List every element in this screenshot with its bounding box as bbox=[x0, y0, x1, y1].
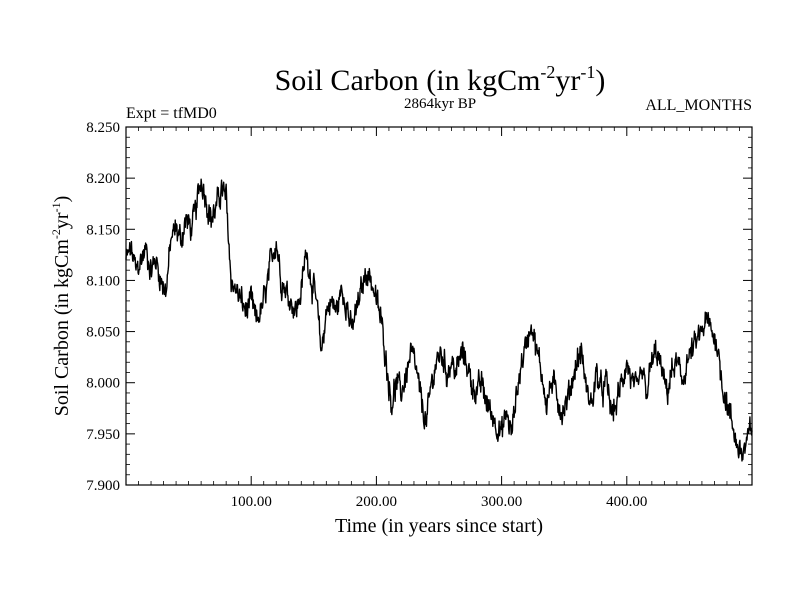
y-tick-label: 7.950 bbox=[86, 427, 120, 443]
y-tick-label: 8.250 bbox=[86, 120, 120, 136]
x-axis: 100.00 200.00 300.00 400.00 bbox=[138, 127, 740, 510]
chart-subtitle: 2864kyr BP bbox=[404, 96, 476, 112]
y-tick-label: 8.050 bbox=[86, 325, 120, 341]
chart-title: Soil Carbon (in kgCm-2yr-1) bbox=[275, 62, 606, 97]
months-label: ALL_MONTHS bbox=[645, 97, 752, 114]
plot-frame bbox=[125, 126, 753, 486]
y-tick-label: 8.000 bbox=[86, 376, 120, 392]
y-axis: 7.900 7.950 8.000 8.050 8.100 8.150 8.200 8.250 bbox=[86, 120, 752, 494]
y-tick-label: 7.900 bbox=[86, 478, 120, 494]
x-tick-label: 400.00 bbox=[606, 494, 647, 510]
experiment-label: Expt = tfMD0 bbox=[126, 105, 217, 122]
x-tick-label: 300.00 bbox=[481, 494, 522, 510]
x-tick-label: 200.00 bbox=[356, 494, 397, 510]
y-tick-label: 8.150 bbox=[86, 222, 120, 238]
y-tick-label: 8.100 bbox=[86, 273, 120, 289]
y-axis-label: Soil Carbon (in kgCm-2yr-1) bbox=[49, 196, 73, 417]
x-tick-label: 100.00 bbox=[231, 494, 272, 510]
series-line-soil-carbon bbox=[125, 178, 753, 462]
y-tick-label: 8.200 bbox=[86, 171, 120, 187]
x-axis-label: Time (in years since start) bbox=[335, 515, 543, 537]
